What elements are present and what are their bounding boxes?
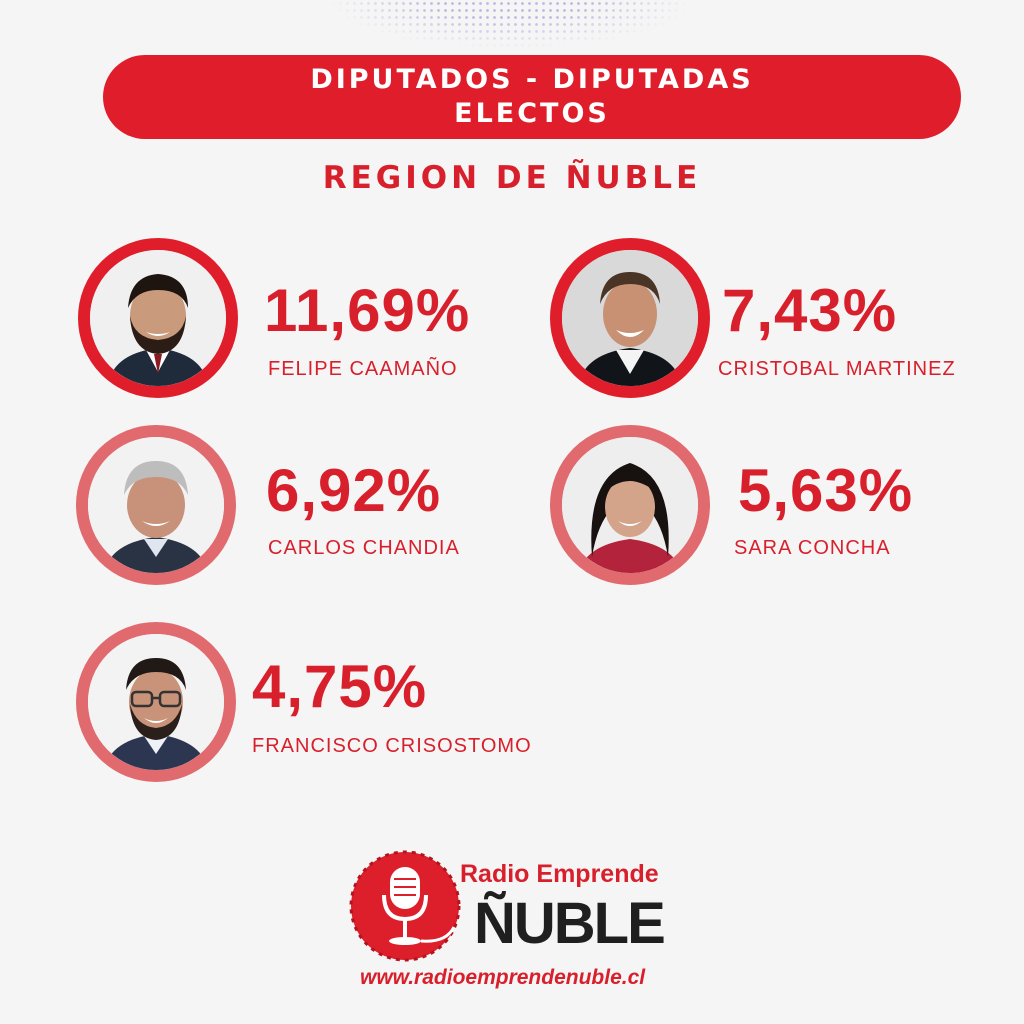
candidate-percentage: 6,92%: [266, 457, 442, 524]
candidate-photo: [78, 238, 238, 398]
candidate-photo: [76, 622, 236, 782]
candidate-name: SARA CONCHA: [734, 537, 891, 559]
radio-emprende-nuble-logo: Radio Emprende ÑUBLE www.radioemprendenu…: [346, 842, 686, 992]
candidate-portrait-image: [88, 634, 224, 770]
title-line-1: DIPUTADOS - DIPUTADAS: [310, 64, 754, 95]
candidate-percentage: 11,69%: [264, 277, 471, 344]
candidate-name: FELIPE CAAMAÑO: [268, 358, 458, 380]
candidate-name: CRISTOBAL MARTINEZ: [718, 358, 956, 380]
logo-wordmark: ÑUBLE: [474, 891, 666, 956]
candidate-portrait-image: [562, 250, 698, 386]
website-url: www.radioemprendenuble.cl: [360, 966, 646, 989]
title-banner: DIPUTADOS - DIPUTADAS ELECTOS: [103, 55, 961, 139]
microphone-icon: [349, 850, 461, 962]
candidate-photo: [550, 425, 710, 585]
candidate-photo: [550, 238, 710, 398]
decorative-dot-pattern: [330, 0, 690, 48]
logo-title: Radio Emprende: [460, 860, 659, 888]
title-line-2: ELECTOS: [454, 98, 610, 129]
candidate-portrait-image: [90, 250, 226, 386]
candidate-name: CARLOS CHANDIA: [268, 537, 460, 559]
candidate-photo: [76, 425, 236, 585]
region-heading: REGION DE ÑUBLE: [322, 160, 702, 196]
candidate-percentage: 5,63%: [738, 457, 914, 524]
candidate-percentage: 7,43%: [722, 277, 898, 344]
candidate-portrait-image: [88, 437, 224, 573]
candidate-portrait-image: [562, 437, 698, 573]
candidate-percentage: 4,75%: [252, 653, 428, 720]
candidate-name: FRANCISCO CRISOSTOMO: [252, 735, 532, 757]
